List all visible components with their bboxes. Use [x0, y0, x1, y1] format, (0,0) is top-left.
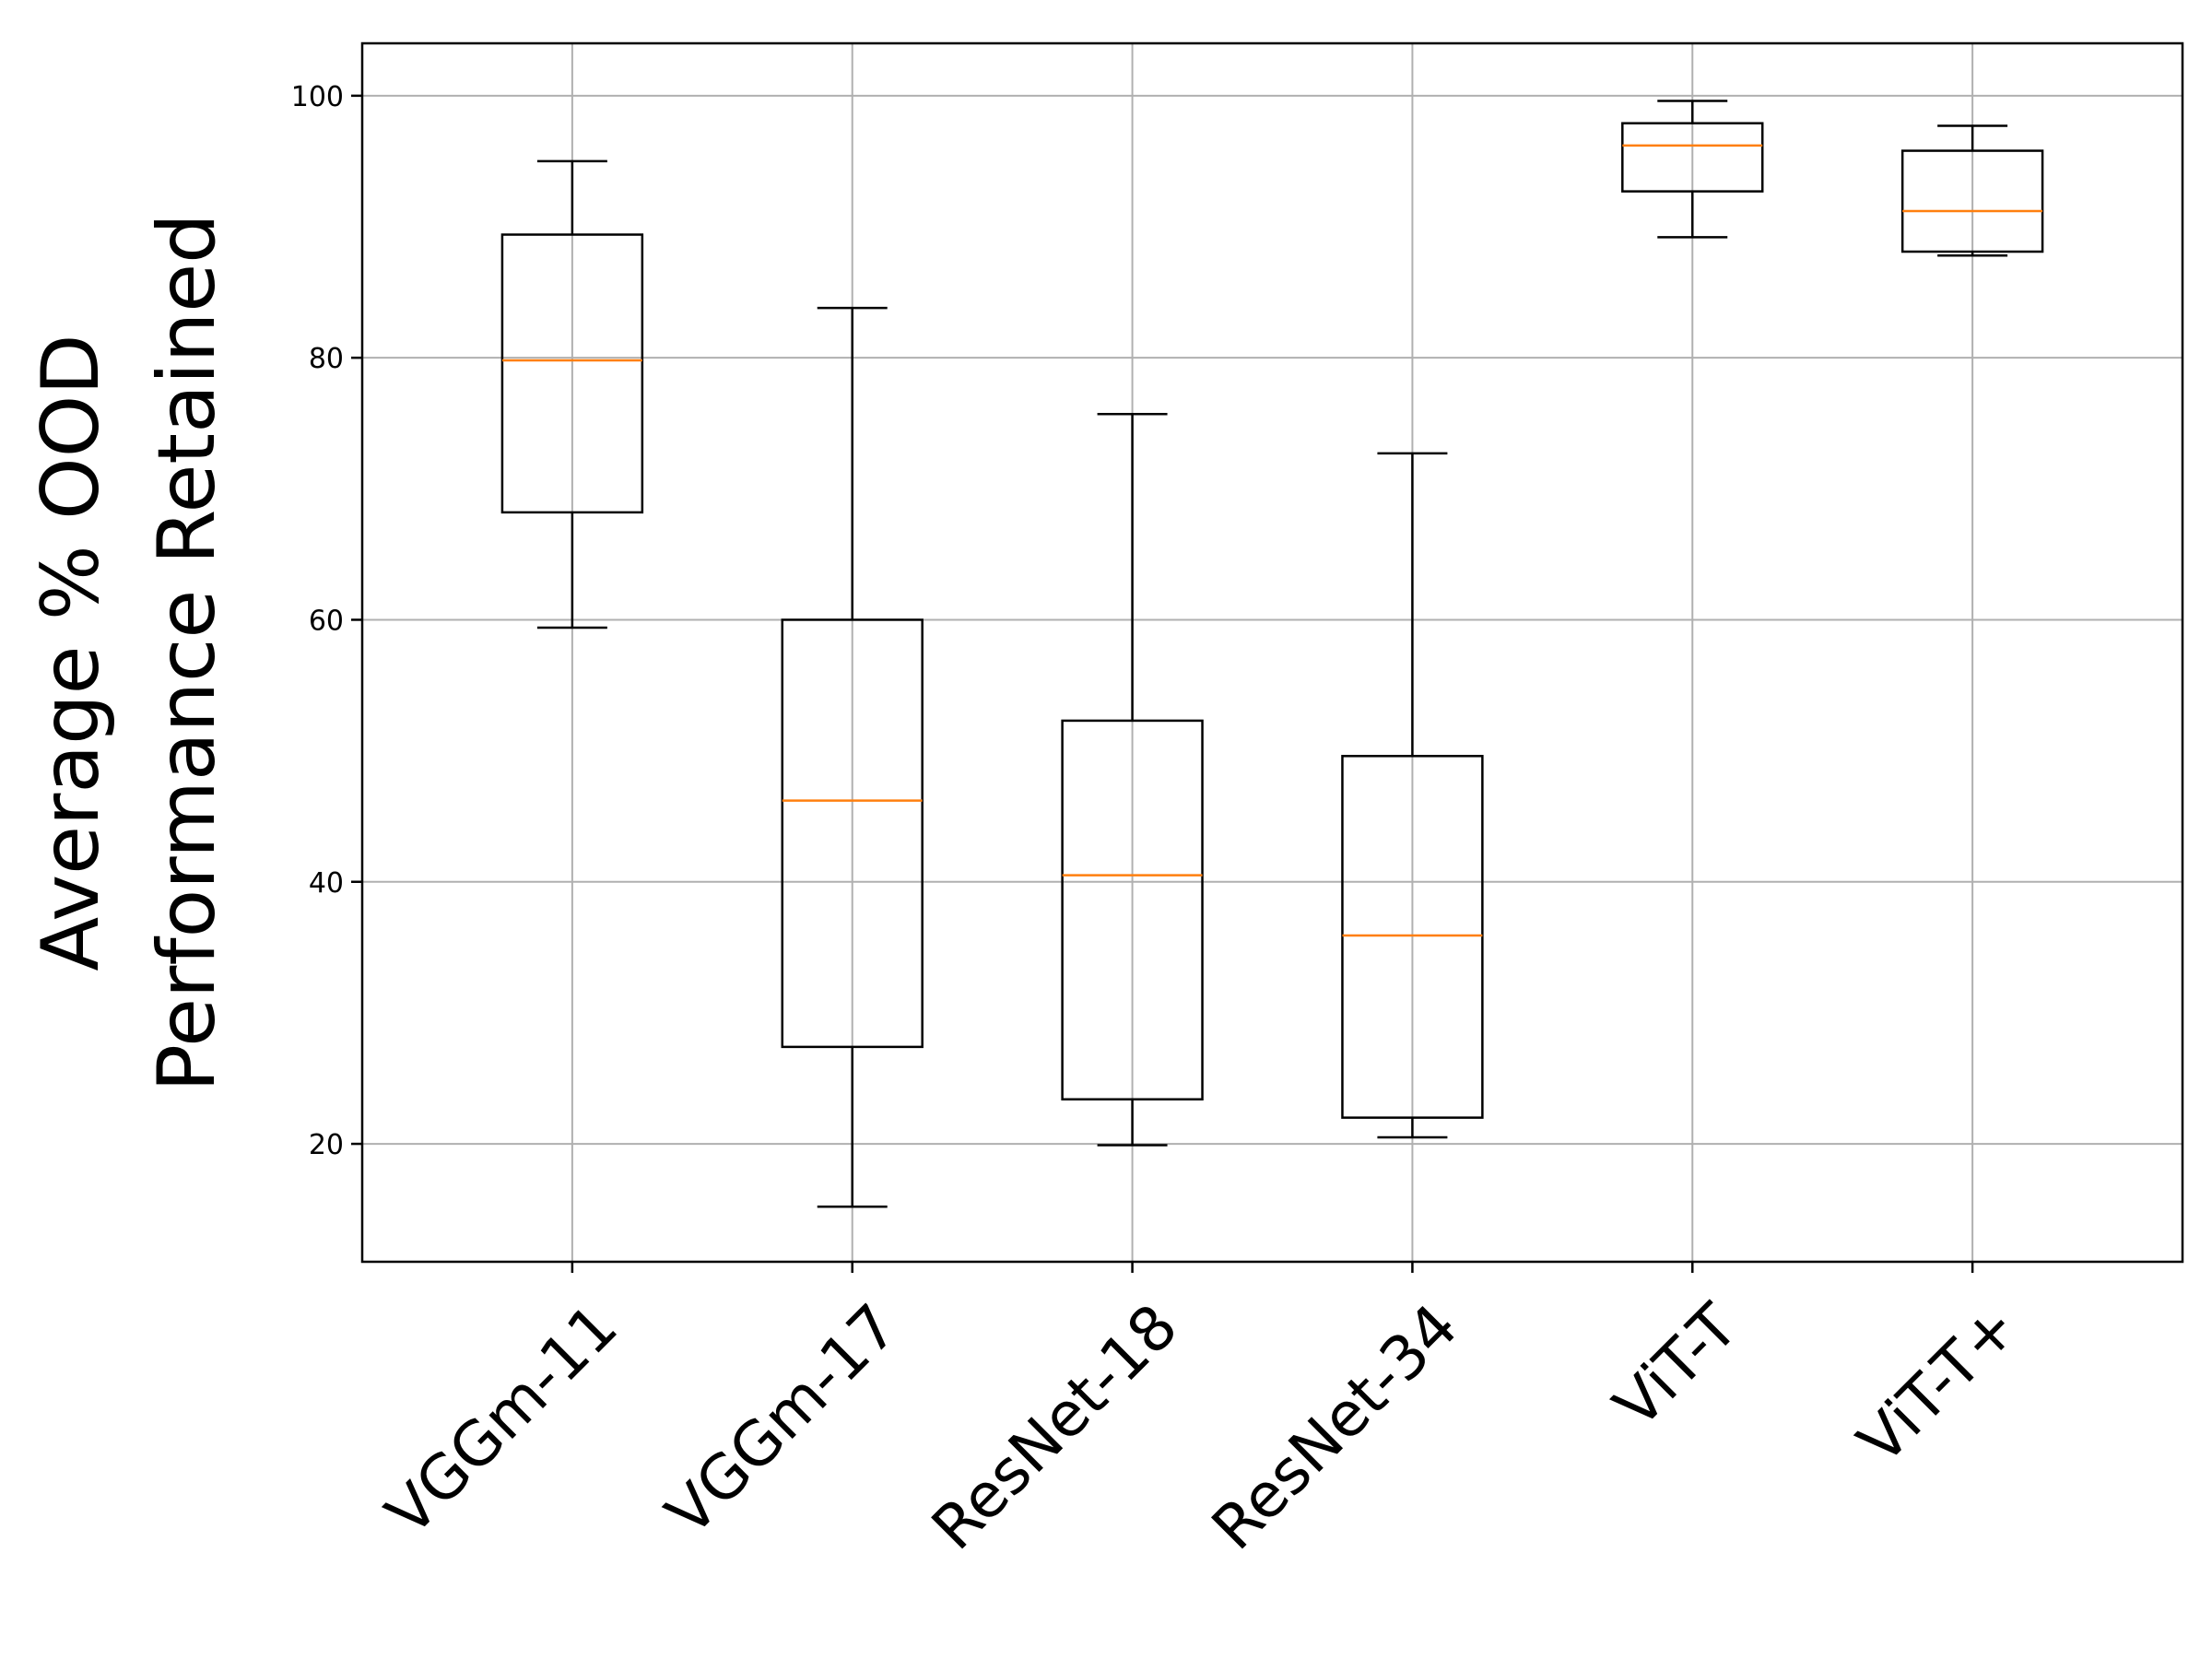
x-category-label: ViT-T+ — [1844, 1290, 2031, 1477]
iqr-box — [1061, 719, 1204, 1100]
y-tick-label: 100 — [291, 81, 344, 113]
y-tick-label: 20 — [309, 1129, 344, 1161]
x-category-label: VGGm-17 — [653, 1290, 911, 1548]
iqr-box — [781, 618, 924, 1049]
tick-layer — [351, 94, 1974, 1273]
x-category-label: VGGm-11 — [372, 1290, 630, 1548]
label-layer: 20 40 60 80 100 VGGm-11 VGGm-17 ResNet-18 ResNet… — [291, 81, 2031, 1563]
y-tick-label: 40 — [309, 867, 344, 900]
y-tick-label: 80 — [309, 343, 344, 375]
iqr-box — [1900, 149, 2044, 253]
grid-layer — [362, 43, 2183, 1262]
y-axis-title-line-1: Average % OOD — [25, 334, 117, 971]
y-tick-label: 60 — [309, 605, 344, 637]
y-axis-title-line-2: Performance Retained — [141, 213, 233, 1091]
iqr-box — [1621, 122, 1764, 193]
iqr-box — [500, 233, 644, 514]
x-category-label: ResNet-18 — [918, 1290, 1191, 1563]
plot-area-frame — [360, 41, 2184, 1264]
x-category-label: ResNet-34 — [1198, 1290, 1471, 1563]
iqr-box — [1341, 755, 1484, 1119]
box-layer — [500, 100, 2044, 1208]
x-category-label: ViT-T — [1600, 1290, 1751, 1441]
